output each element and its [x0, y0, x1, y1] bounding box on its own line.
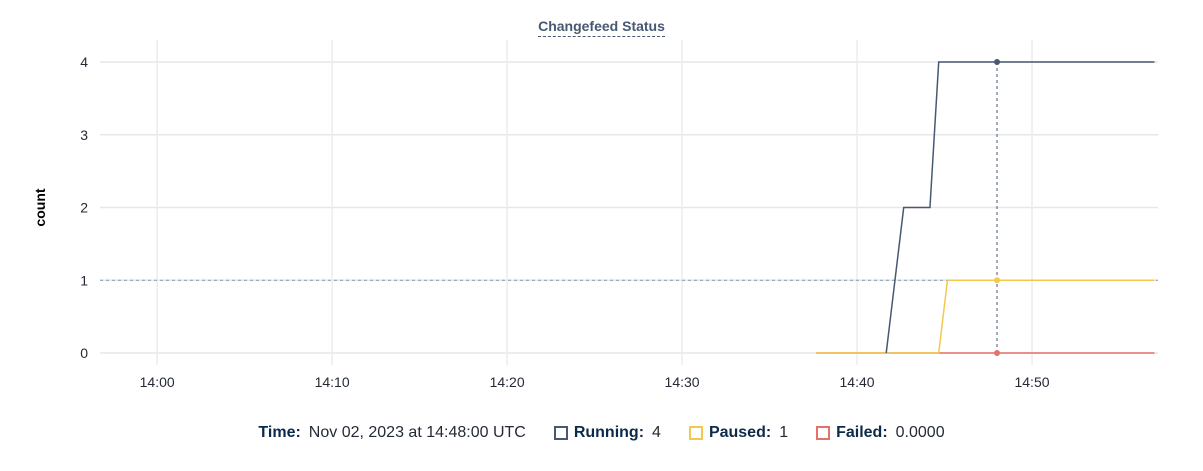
x-tick-label: 14:10: [315, 374, 350, 390]
legend-value: 1: [779, 424, 789, 441]
chart-title: Changefeed Status: [0, 18, 1203, 37]
series-line-paused: [816, 279, 1155, 354]
y-tick-label: 4: [80, 54, 88, 70]
legend-label: Paused:: [708, 424, 772, 441]
series-line-running: [885, 61, 1155, 354]
paused-swatch-icon: [688, 426, 703, 440]
x-tick-label: 14:30: [665, 374, 700, 390]
legend-value: 4: [652, 424, 661, 441]
legend-item-running: Running: 4: [553, 424, 661, 442]
x-tick-label: 14:00: [140, 374, 175, 390]
legend-label: Running:: [573, 424, 645, 441]
y-tick-label: 3: [80, 127, 88, 143]
legend-value: 0.0000: [895, 424, 945, 441]
legend-item-paused: Paused: 1: [688, 424, 789, 442]
legend-time: Time: Nov 02, 2023 at 14:48:00 UTC: [258, 424, 525, 442]
x-tick-label: 14:40: [840, 374, 875, 390]
legend-item-failed: Failed: 0.0000: [816, 424, 945, 442]
chart-title-text: Changefeed Status: [538, 18, 665, 37]
hover-point-running: [994, 59, 1001, 65]
hover-point-failed: [994, 350, 1001, 356]
hover-legend: Time: Nov 02, 2023 at 14:48:00 UTC Runnin…: [0, 424, 1203, 442]
y-axis-label: count: [32, 188, 48, 226]
x-tick-label: 14:20: [490, 374, 525, 390]
changefeed-status-chart[interactable]: 0 1 2 3 4 14:00 14:10 14:20 14:30 14:40 14:50 count: [0, 0, 1203, 410]
time-value: Nov 02, 2023 at 14:48:00 UTC: [308, 424, 526, 441]
y-tick-label: 0: [80, 345, 88, 361]
legend-label: Failed:: [836, 424, 888, 441]
hover-point-paused: [994, 277, 1001, 284]
failed-swatch-icon: [816, 426, 831, 440]
y-tick-label: 2: [80, 200, 88, 216]
running-swatch-icon: [553, 426, 568, 440]
x-tick-label: 14:50: [1014, 374, 1049, 390]
y-tick-label: 1: [80, 272, 88, 288]
time-label: Time:: [258, 424, 301, 441]
